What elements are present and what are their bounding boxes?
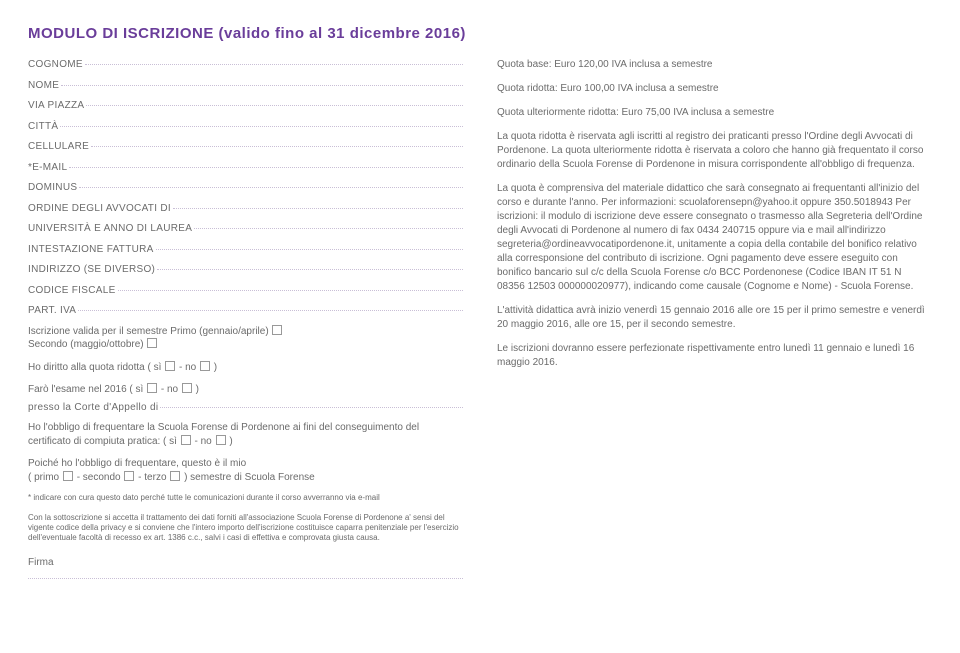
field-input-line[interactable]	[60, 126, 463, 127]
deadline: Le iscrizioni dovranno essere perfeziona…	[497, 342, 932, 370]
checkbox-quota-si[interactable]	[165, 361, 175, 371]
text: ( primo	[28, 472, 59, 483]
checkbox-obbligo-no[interactable]	[216, 435, 226, 445]
field-input-line[interactable]	[118, 290, 463, 291]
text: Iscrizione valida per il semestre Primo …	[28, 326, 269, 337]
text: Secondo (maggio/ottobre)	[28, 339, 144, 350]
form-field-row: CODICE FISCALE	[28, 284, 463, 298]
form-field-row: COGNOME	[28, 58, 463, 72]
text: Farò l'esame nel 2016 ( sì	[28, 384, 143, 395]
right-column: Quota base: Euro 120,00 IVA inclusa a se…	[497, 58, 932, 579]
privacy-consent: Con la sottoscrizione si accetta il trat…	[28, 513, 463, 544]
checkbox-primo-sem[interactable]	[63, 471, 73, 481]
field-input-line[interactable]	[91, 146, 463, 147]
form-field-row: *E-MAIL	[28, 161, 463, 175]
field-input-line[interactable]	[85, 64, 463, 65]
field-label: PART. IVA	[28, 304, 76, 318]
text: - terzo	[138, 472, 166, 483]
signature-line[interactable]	[28, 573, 463, 579]
quota-explain: La quota ridotta è riservata agli iscrit…	[497, 130, 932, 172]
iscrizione-details: La quota è comprensiva del materiale did…	[497, 182, 932, 294]
semester-choice: Iscrizione valida per il semestre Primo …	[28, 325, 463, 352]
checkbox-secondo-sem[interactable]	[124, 471, 134, 481]
checkbox-esame-no[interactable]	[182, 383, 192, 393]
text: - no	[195, 436, 212, 447]
form-field-row: NOME	[28, 79, 463, 93]
field-input-line[interactable]	[61, 85, 463, 86]
corte-appello-line: presso la Corte d'Appello di	[28, 401, 463, 415]
quota-ridotta-line: Ho diritto alla quota ridotta ( sì - no …	[28, 361, 463, 375]
field-input-line[interactable]	[156, 249, 463, 250]
field-input-line[interactable]	[79, 187, 463, 188]
form-field-row: CELLULARE	[28, 140, 463, 154]
field-label: VIA PIAZZA	[28, 99, 84, 113]
checkbox-secondo[interactable]	[147, 338, 157, 348]
email-note: * indicare con cura questo dato perché t…	[28, 493, 463, 503]
field-label: COGNOME	[28, 58, 83, 72]
form-field-row: CITTÀ	[28, 120, 463, 134]
attivita-didattica: L'attività didattica avrà inizio venerdì…	[497, 304, 932, 332]
form-field-row: INTESTAZIONE FATTURA	[28, 243, 463, 257]
field-label: UNIVERSITÀ E ANNO DI LAUREA	[28, 222, 192, 236]
form-field-row: ORDINE DEGLI AVVOCATI DI	[28, 202, 463, 216]
signature-label: Firma	[28, 556, 463, 570]
esame-2016-line: Farò l'esame nel 2016 ( sì - no )	[28, 383, 463, 397]
text: )	[196, 384, 199, 395]
field-label: NOME	[28, 79, 59, 93]
field-label: ORDINE DEGLI AVVOCATI DI	[28, 202, 171, 216]
checkbox-quota-no[interactable]	[200, 361, 210, 371]
quota-ulteriore: Quota ulteriormente ridotta: Euro 75,00 …	[497, 106, 932, 120]
field-label: INTESTAZIONE FATTURA	[28, 243, 154, 257]
checkbox-obbligo-si[interactable]	[181, 435, 191, 445]
obbligo-frequenza-line: Ho l'obbligo di frequentare la Scuola Fo…	[28, 421, 463, 448]
checkbox-primo[interactable]	[272, 325, 282, 335]
form-title: MODULO DI ISCRIZIONE (valido fino al 31 …	[28, 24, 932, 44]
left-column: COGNOME NOME VIA PIAZZA CITTÀ CELLULARE *E-MA…	[28, 58, 463, 579]
text: )	[214, 362, 217, 373]
dotted-fill[interactable]	[160, 407, 463, 408]
form-field-row: DOMINUS	[28, 181, 463, 195]
field-label: INDIRIZZO (SE DIVERSO)	[28, 263, 155, 277]
field-label: *E-MAIL	[28, 161, 67, 175]
two-column-layout: COGNOME NOME VIA PIAZZA CITTÀ CELLULARE *E-MA…	[28, 58, 932, 579]
field-input-line[interactable]	[173, 208, 463, 209]
text: Poiché ho l'obbligo di frequentare, ques…	[28, 458, 246, 469]
form-field-row: INDIRIZZO (SE DIVERSO)	[28, 263, 463, 277]
field-label: DOMINUS	[28, 181, 77, 195]
field-label: CODICE FISCALE	[28, 284, 116, 298]
text: Ho diritto alla quota ridotta ( sì	[28, 362, 161, 373]
field-input-line[interactable]	[69, 167, 463, 168]
semester-number-line: Poiché ho l'obbligo di frequentare, ques…	[28, 457, 463, 484]
field-label: CITTÀ	[28, 120, 58, 134]
text: - secondo	[77, 472, 121, 483]
field-label: CELLULARE	[28, 140, 89, 154]
text: - no	[161, 384, 178, 395]
checkbox-esame-si[interactable]	[147, 383, 157, 393]
quota-ridotta: Quota ridotta: Euro 100,00 IVA inclusa a…	[497, 82, 932, 96]
text: ) semestre di Scuola Forense	[184, 472, 315, 483]
field-input-line[interactable]	[157, 269, 463, 270]
field-input-line[interactable]	[86, 105, 463, 106]
form-field-row: VIA PIAZZA	[28, 99, 463, 113]
signature-block: Firma	[28, 556, 463, 580]
form-field-row: PART. IVA	[28, 304, 463, 318]
checkbox-terzo-sem[interactable]	[170, 471, 180, 481]
text: - no	[179, 362, 196, 373]
field-input-line[interactable]	[78, 310, 463, 311]
field-input-line[interactable]	[194, 228, 463, 229]
text: presso la Corte d'Appello di	[28, 401, 158, 415]
quota-base: Quota base: Euro 120,00 IVA inclusa a se…	[497, 58, 932, 72]
form-field-row: UNIVERSITÀ E ANNO DI LAUREA	[28, 222, 463, 236]
text: )	[229, 436, 232, 447]
